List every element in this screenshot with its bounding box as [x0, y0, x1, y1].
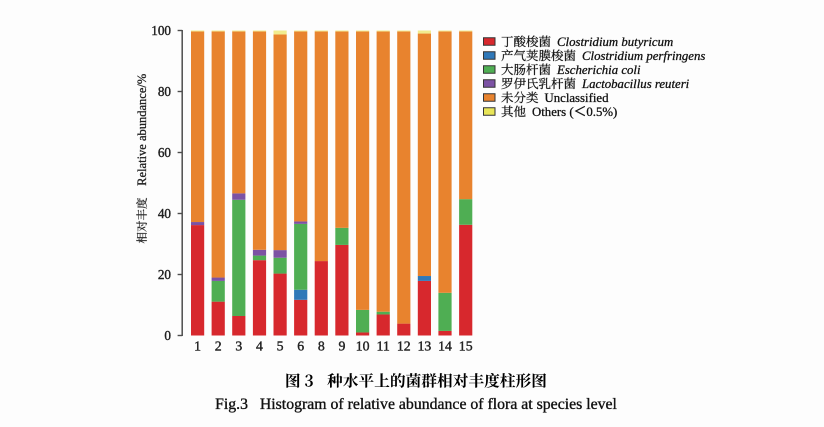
svg-text:9: 9: [338, 338, 345, 353]
svg-text:Unclassified: Unclassified: [545, 91, 610, 105]
svg-text:12: 12: [397, 338, 411, 353]
svg-text:60: 60: [158, 145, 172, 160]
svg-text:Clostridium butyricum: Clostridium butyricum: [557, 35, 673, 49]
svg-text:2: 2: [215, 338, 222, 353]
svg-text:Clostridium perfringens: Clostridium perfringens: [582, 49, 705, 63]
svg-text:3: 3: [235, 338, 242, 353]
svg-text:Escherichia coli: Escherichia coli: [556, 63, 641, 77]
svg-text:11: 11: [377, 338, 390, 353]
svg-text:1: 1: [194, 338, 201, 353]
svg-text:13: 13: [418, 338, 432, 353]
svg-text:6: 6: [297, 338, 304, 353]
svg-text:100: 100: [151, 23, 171, 38]
svg-text:15: 15: [459, 338, 473, 353]
svg-text:Others (＜0.5%): Others (＜0.5%): [532, 105, 617, 119]
svg-text:Relative abundance/%: Relative abundance/%: [135, 74, 149, 186]
svg-text:80: 80: [158, 84, 172, 99]
svg-text:10: 10: [356, 338, 370, 353]
svg-text:Fig.3 Histogram of relative: Fig.3 Histogram of relative abundance of…: [215, 396, 617, 413]
svg-text:0: 0: [164, 328, 171, 343]
svg-text:Lactobacillus reuteri: Lactobacillus reuteri: [581, 77, 690, 91]
svg-text:40: 40: [158, 206, 172, 221]
svg-text:20: 20: [158, 267, 172, 282]
svg-text:8: 8: [318, 338, 325, 353]
svg-text:5: 5: [277, 338, 284, 353]
svg-text:14: 14: [438, 338, 452, 353]
svg-text:4: 4: [256, 338, 263, 353]
